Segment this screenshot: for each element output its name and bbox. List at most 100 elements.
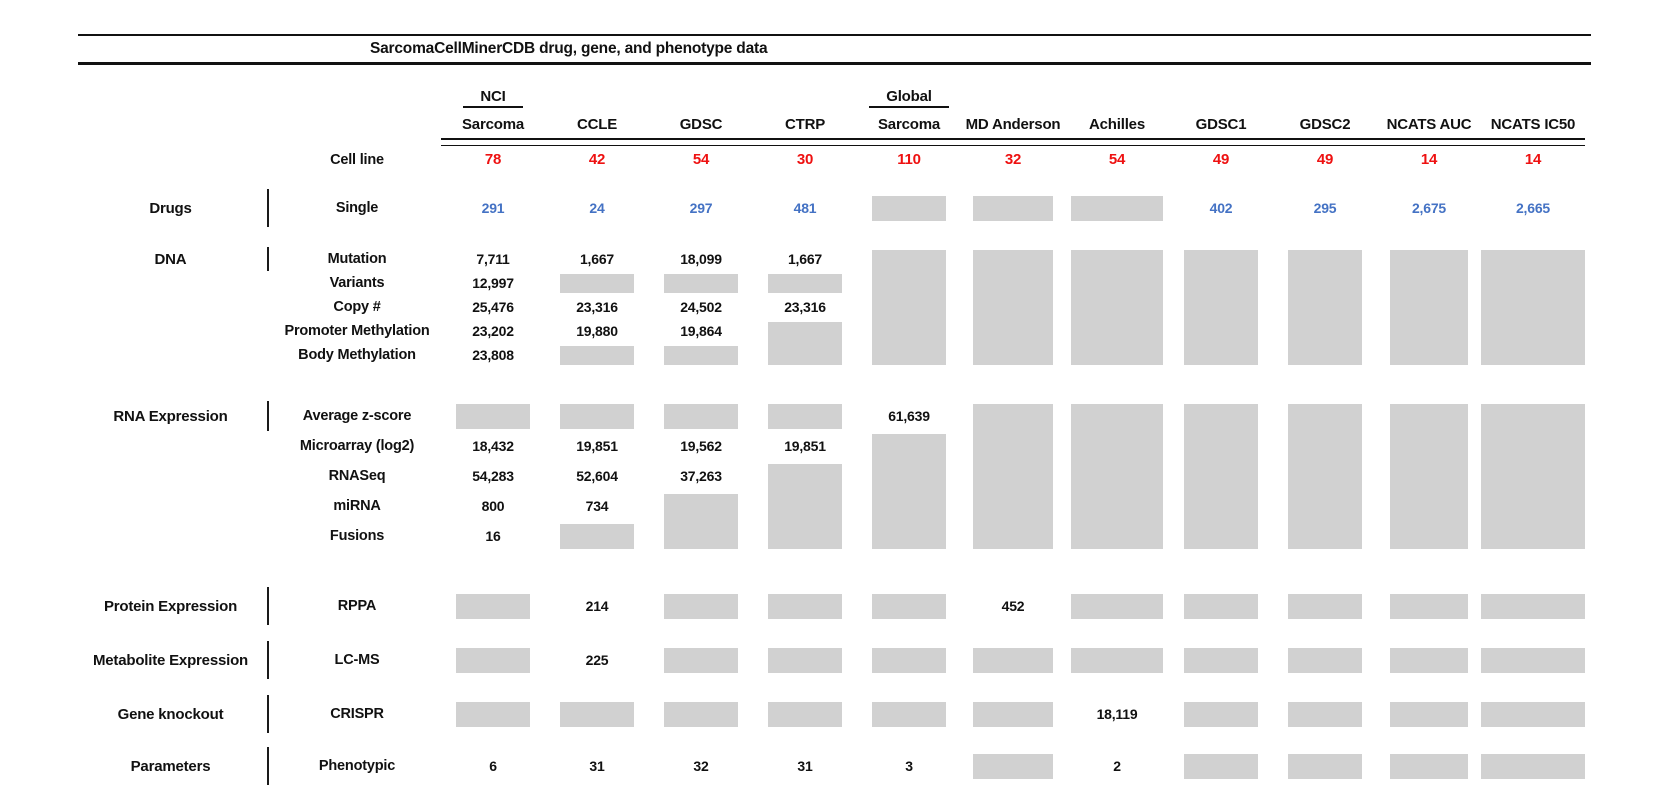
missing-data-box	[768, 403, 842, 429]
category-divider	[267, 247, 269, 271]
missing-data-box	[1071, 647, 1163, 673]
missing-data-cell	[1273, 751, 1377, 781]
col-header-md-anderson: MD Anderson	[965, 115, 1061, 133]
missing-data-box	[664, 345, 738, 365]
missing-data-cell	[441, 699, 545, 729]
assay-label: RNASeq	[328, 468, 386, 484]
missing-data-cell	[961, 751, 1065, 781]
category-label: Protein Expression	[103, 597, 238, 615]
missing-data-box	[456, 403, 530, 429]
missing-data-cell	[753, 271, 857, 295]
header-double-rule	[441, 138, 1585, 146]
missing-data-cell	[1481, 401, 1585, 551]
missing-data-cell	[1065, 401, 1169, 551]
col-header-ncats-ic50: NCATS IC50	[1490, 115, 1576, 133]
value-cell: 18,432	[472, 438, 514, 454]
header-line1-row: NCI Global	[78, 85, 1591, 111]
missing-data-cell	[649, 591, 753, 621]
category-label: Gene knockout	[117, 705, 224, 723]
header-text: Global	[869, 88, 949, 108]
value-cell: 1,667	[787, 251, 823, 267]
missing-data-box	[1184, 647, 1258, 673]
assay-label: LC-MS	[334, 652, 380, 668]
col-header-global-sarcoma: Sarcoma	[878, 115, 940, 133]
col-header-ctrp: CTRP	[784, 115, 826, 133]
missing-data-box	[872, 433, 946, 549]
category-divider	[267, 587, 269, 625]
missing-data-box	[1184, 403, 1258, 549]
missing-data-box	[1288, 647, 1362, 673]
value-cell: 452	[1001, 598, 1025, 614]
value-cell: 3	[905, 758, 913, 774]
missing-data-box	[1481, 593, 1585, 619]
col-header-nci-sarcoma: Sarcoma	[462, 115, 524, 133]
missing-data-cell	[1169, 645, 1273, 675]
category-label: Metabolite Expression	[92, 651, 248, 669]
value-cell: 734	[585, 498, 609, 514]
value-cell: 54,283	[472, 468, 514, 484]
value-cell: 19,851	[576, 438, 618, 454]
missing-data-cell	[649, 401, 753, 431]
column-header: NCI Global Sarcoma CCLE GDSC CTRP Sarcom…	[78, 85, 1591, 173]
missing-data-cell	[441, 401, 545, 431]
missing-data-cell	[961, 247, 1065, 367]
section-protein-expression: Protein Expression RPPA 214 452	[78, 587, 1591, 625]
col-header-achilles: Achilles	[1089, 115, 1145, 133]
missing-data-box	[664, 493, 738, 549]
missing-data-cell	[1273, 401, 1377, 551]
figure-title: SarcomaCellMinerCDB drug, gene, and phen…	[370, 40, 768, 57]
value-cell: 37,263	[680, 468, 722, 484]
missing-data-cell	[1065, 193, 1169, 223]
value-cell: 23,808	[472, 347, 514, 363]
missing-data-box	[1071, 403, 1163, 549]
category-divider	[267, 189, 269, 227]
missing-data-cell	[1481, 699, 1585, 729]
value-cell: 31	[797, 758, 813, 774]
header-underline-row	[78, 137, 1591, 146]
value-cell: 2	[1113, 758, 1121, 774]
missing-data-cell	[545, 343, 649, 367]
missing-data-cell	[753, 699, 857, 729]
missing-data-cell	[753, 401, 857, 431]
missing-data-box	[1390, 403, 1468, 549]
value-cell: 19,880	[576, 323, 618, 339]
value-cell: 16	[485, 528, 501, 544]
missing-data-box	[1071, 593, 1163, 619]
missing-data-box	[1481, 403, 1585, 549]
assay-label: CRISPR	[330, 706, 384, 722]
missing-data-box	[1481, 753, 1585, 779]
missing-data-box	[1184, 753, 1258, 779]
missing-data-box	[973, 195, 1053, 221]
sections: Drugs Single 291 24 297 481 402 295 2,675 2,665 DN…	[78, 189, 1591, 785]
missing-data-cell	[1377, 247, 1481, 367]
value-cell: 2,675	[1411, 200, 1447, 216]
section-drugs: Drugs Single 291 24 297 481 402 295 2,675 2,665	[78, 189, 1591, 227]
assay-label: Fusions	[329, 528, 385, 544]
assay-label: Microarray (log2)	[299, 438, 415, 454]
missing-data-box	[872, 195, 946, 221]
cell-line-count: 54	[692, 151, 710, 168]
missing-data-box	[1288, 403, 1362, 549]
value-cell: 800	[481, 498, 505, 514]
missing-data-cell	[1065, 591, 1169, 621]
section-parameters: Parameters Phenotypic 6 31 32 31 3 2	[78, 747, 1591, 785]
missing-data-box	[1390, 249, 1468, 365]
missing-data-cell	[1481, 247, 1585, 367]
value-cell: 52,604	[576, 468, 618, 484]
value-cell: 2,665	[1515, 200, 1551, 216]
missing-data-box	[1071, 195, 1163, 221]
cell-line-count: 49	[1316, 151, 1334, 168]
header-line2-row: Sarcoma CCLE GDSC CTRP Sarcoma MD Anders…	[78, 111, 1591, 137]
missing-data-cell	[1377, 751, 1481, 781]
value-cell: 19,851	[784, 438, 826, 454]
missing-data-cell	[1169, 751, 1273, 781]
missing-data-box	[768, 273, 842, 293]
missing-data-cell	[753, 645, 857, 675]
missing-data-box	[768, 701, 842, 727]
missing-data-box	[664, 701, 738, 727]
missing-data-box	[973, 701, 1053, 727]
section-metabolite-expression: Metabolite Expression LC-MS 225	[78, 641, 1591, 679]
missing-data-cell	[1273, 645, 1377, 675]
missing-data-box	[973, 249, 1053, 365]
missing-data-cell	[1273, 591, 1377, 621]
